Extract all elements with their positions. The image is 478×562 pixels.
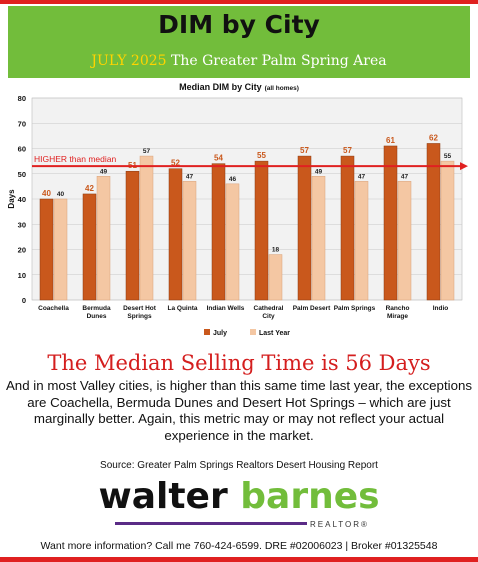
legend-label: July: [213, 330, 227, 337]
legend-label: Last Year: [259, 330, 290, 337]
bar-value-label: 42: [85, 184, 94, 193]
bar-value-label: 54: [214, 154, 223, 163]
page-title: DIM by City: [158, 10, 320, 39]
median-dim-chart: Median DIM by City (all homes) Days 0 10 20…: [7, 80, 470, 348]
bar-value-label: 57: [143, 148, 151, 155]
bar-july: [254, 160, 269, 301]
y-tick-label: 50: [18, 170, 26, 179]
bar-july: [125, 170, 140, 301]
x-tick-label: Cathedral City: [254, 305, 284, 320]
bar-last-year: [440, 160, 455, 301]
page-subtitle: JULY 2025 The Greater Palm Spring Area: [8, 53, 470, 69]
bar-value-label: 47: [186, 173, 194, 180]
bar-last-year: [53, 198, 68, 301]
bar-last-year: [354, 181, 369, 301]
source-note: Source: Greater Palm Springs Realtors De…: [100, 460, 378, 471]
y-tick-label: 40: [18, 195, 26, 204]
chart-container: Median DIM by City (all homes) Days 0 10 20…: [7, 80, 470, 348]
logo-underline: [115, 522, 307, 525]
bar-last-year: [225, 183, 240, 301]
logo: walter barnes: [0, 476, 478, 517]
y-tick-label: 60: [18, 145, 26, 154]
bar-value-label: 57: [300, 146, 309, 155]
y-tick-label: 70: [18, 119, 26, 128]
bar-value-label: 40: [57, 191, 65, 198]
bar-july: [426, 143, 441, 301]
bar-value-label: 62: [429, 133, 438, 142]
contact-line: Want more information? Call me 760-424-6…: [40, 540, 438, 552]
x-tick-label: Indio: [433, 305, 449, 312]
x-axis-labels: Coachella Bermuda Dunes Desert Hot Springs La…: [38, 305, 448, 320]
bar-july: [82, 193, 97, 301]
reference-arrow-icon: [460, 162, 468, 171]
bar-value-label: 47: [401, 173, 409, 180]
chart-title-note: (all homes): [265, 85, 299, 92]
bar-value-label: 55: [257, 151, 266, 160]
reference-line-group: HIGHER than median: [32, 154, 468, 171]
bar-last-year: [182, 181, 197, 301]
chart-title-main: Median DIM by City: [179, 82, 262, 92]
bar-july: [383, 145, 398, 301]
bar-value-labels: 4040424951575247544655185749574761476255: [42, 133, 451, 253]
bar-value-label: 40: [42, 189, 51, 198]
x-tick-label: Palm Springs: [334, 305, 376, 312]
reference-line-label: HIGHER than median: [34, 154, 116, 164]
bars: [39, 143, 455, 301]
x-tick-label: Desert Hot Springs: [123, 305, 157, 320]
y-tick-label: 0: [22, 296, 26, 305]
y-tick-label: 30: [18, 220, 26, 229]
x-tick-label: Palm Desert: [293, 305, 331, 312]
legend-swatch: [250, 329, 256, 335]
subtitle-rest: The Greater Palm Spring Area: [166, 53, 387, 69]
bar-last-year: [268, 254, 283, 301]
legend-swatch: [204, 329, 210, 335]
y-tick-label: 10: [18, 271, 26, 280]
subtitle-year: JULY 2025: [91, 53, 167, 69]
bar-july: [211, 163, 226, 301]
bar-value-label: 49: [315, 168, 323, 175]
x-tick-label: Rancho Mirage: [386, 305, 410, 320]
bar-value-label: 49: [100, 168, 108, 175]
bar-july: [297, 155, 312, 301]
bar-july: [168, 168, 183, 301]
y-axis-label: Days: [8, 189, 16, 209]
logo-barnes: barnes: [240, 476, 380, 517]
logo-walter: walter: [98, 476, 241, 517]
header-banner: DIM by City JULY 2025 The Greater Palm S…: [8, 6, 470, 78]
chart-legend: July Last Year: [204, 329, 290, 337]
top-red-bar: [0, 0, 478, 4]
bar-last-year: [311, 176, 326, 301]
bar-last-year: [139, 155, 154, 301]
body-text: And in most Valley cities, is higher tha…: [5, 378, 473, 443]
x-tick-label: La Quinta: [168, 305, 198, 312]
y-tick-label: 80: [18, 94, 26, 103]
headline: The Median Selling Time is 56 Days: [47, 351, 431, 375]
bar-value-label: 47: [358, 173, 366, 180]
bar-last-year: [397, 181, 412, 301]
chart-title: Median DIM by City (all homes): [179, 82, 299, 92]
x-tick-label: Coachella: [38, 305, 69, 312]
bar-july: [39, 198, 54, 301]
bar-last-year: [96, 176, 111, 301]
bar-value-label: 61: [386, 136, 395, 145]
bar-value-label: 18: [272, 247, 280, 254]
y-tick-label: 20: [18, 246, 26, 255]
logo-realtor-tag: REALTOR®: [310, 520, 369, 529]
bar-value-label: 57: [343, 146, 352, 155]
x-tick-label: Indian Wells: [207, 305, 245, 312]
x-tick-label: Bermuda Dunes: [82, 305, 111, 320]
bar-value-label: 52: [171, 159, 180, 168]
bar-value-label: 55: [444, 153, 452, 160]
bar-value-label: 46: [229, 176, 237, 183]
bar-july: [340, 155, 355, 301]
bottom-red-bar: [0, 557, 478, 562]
